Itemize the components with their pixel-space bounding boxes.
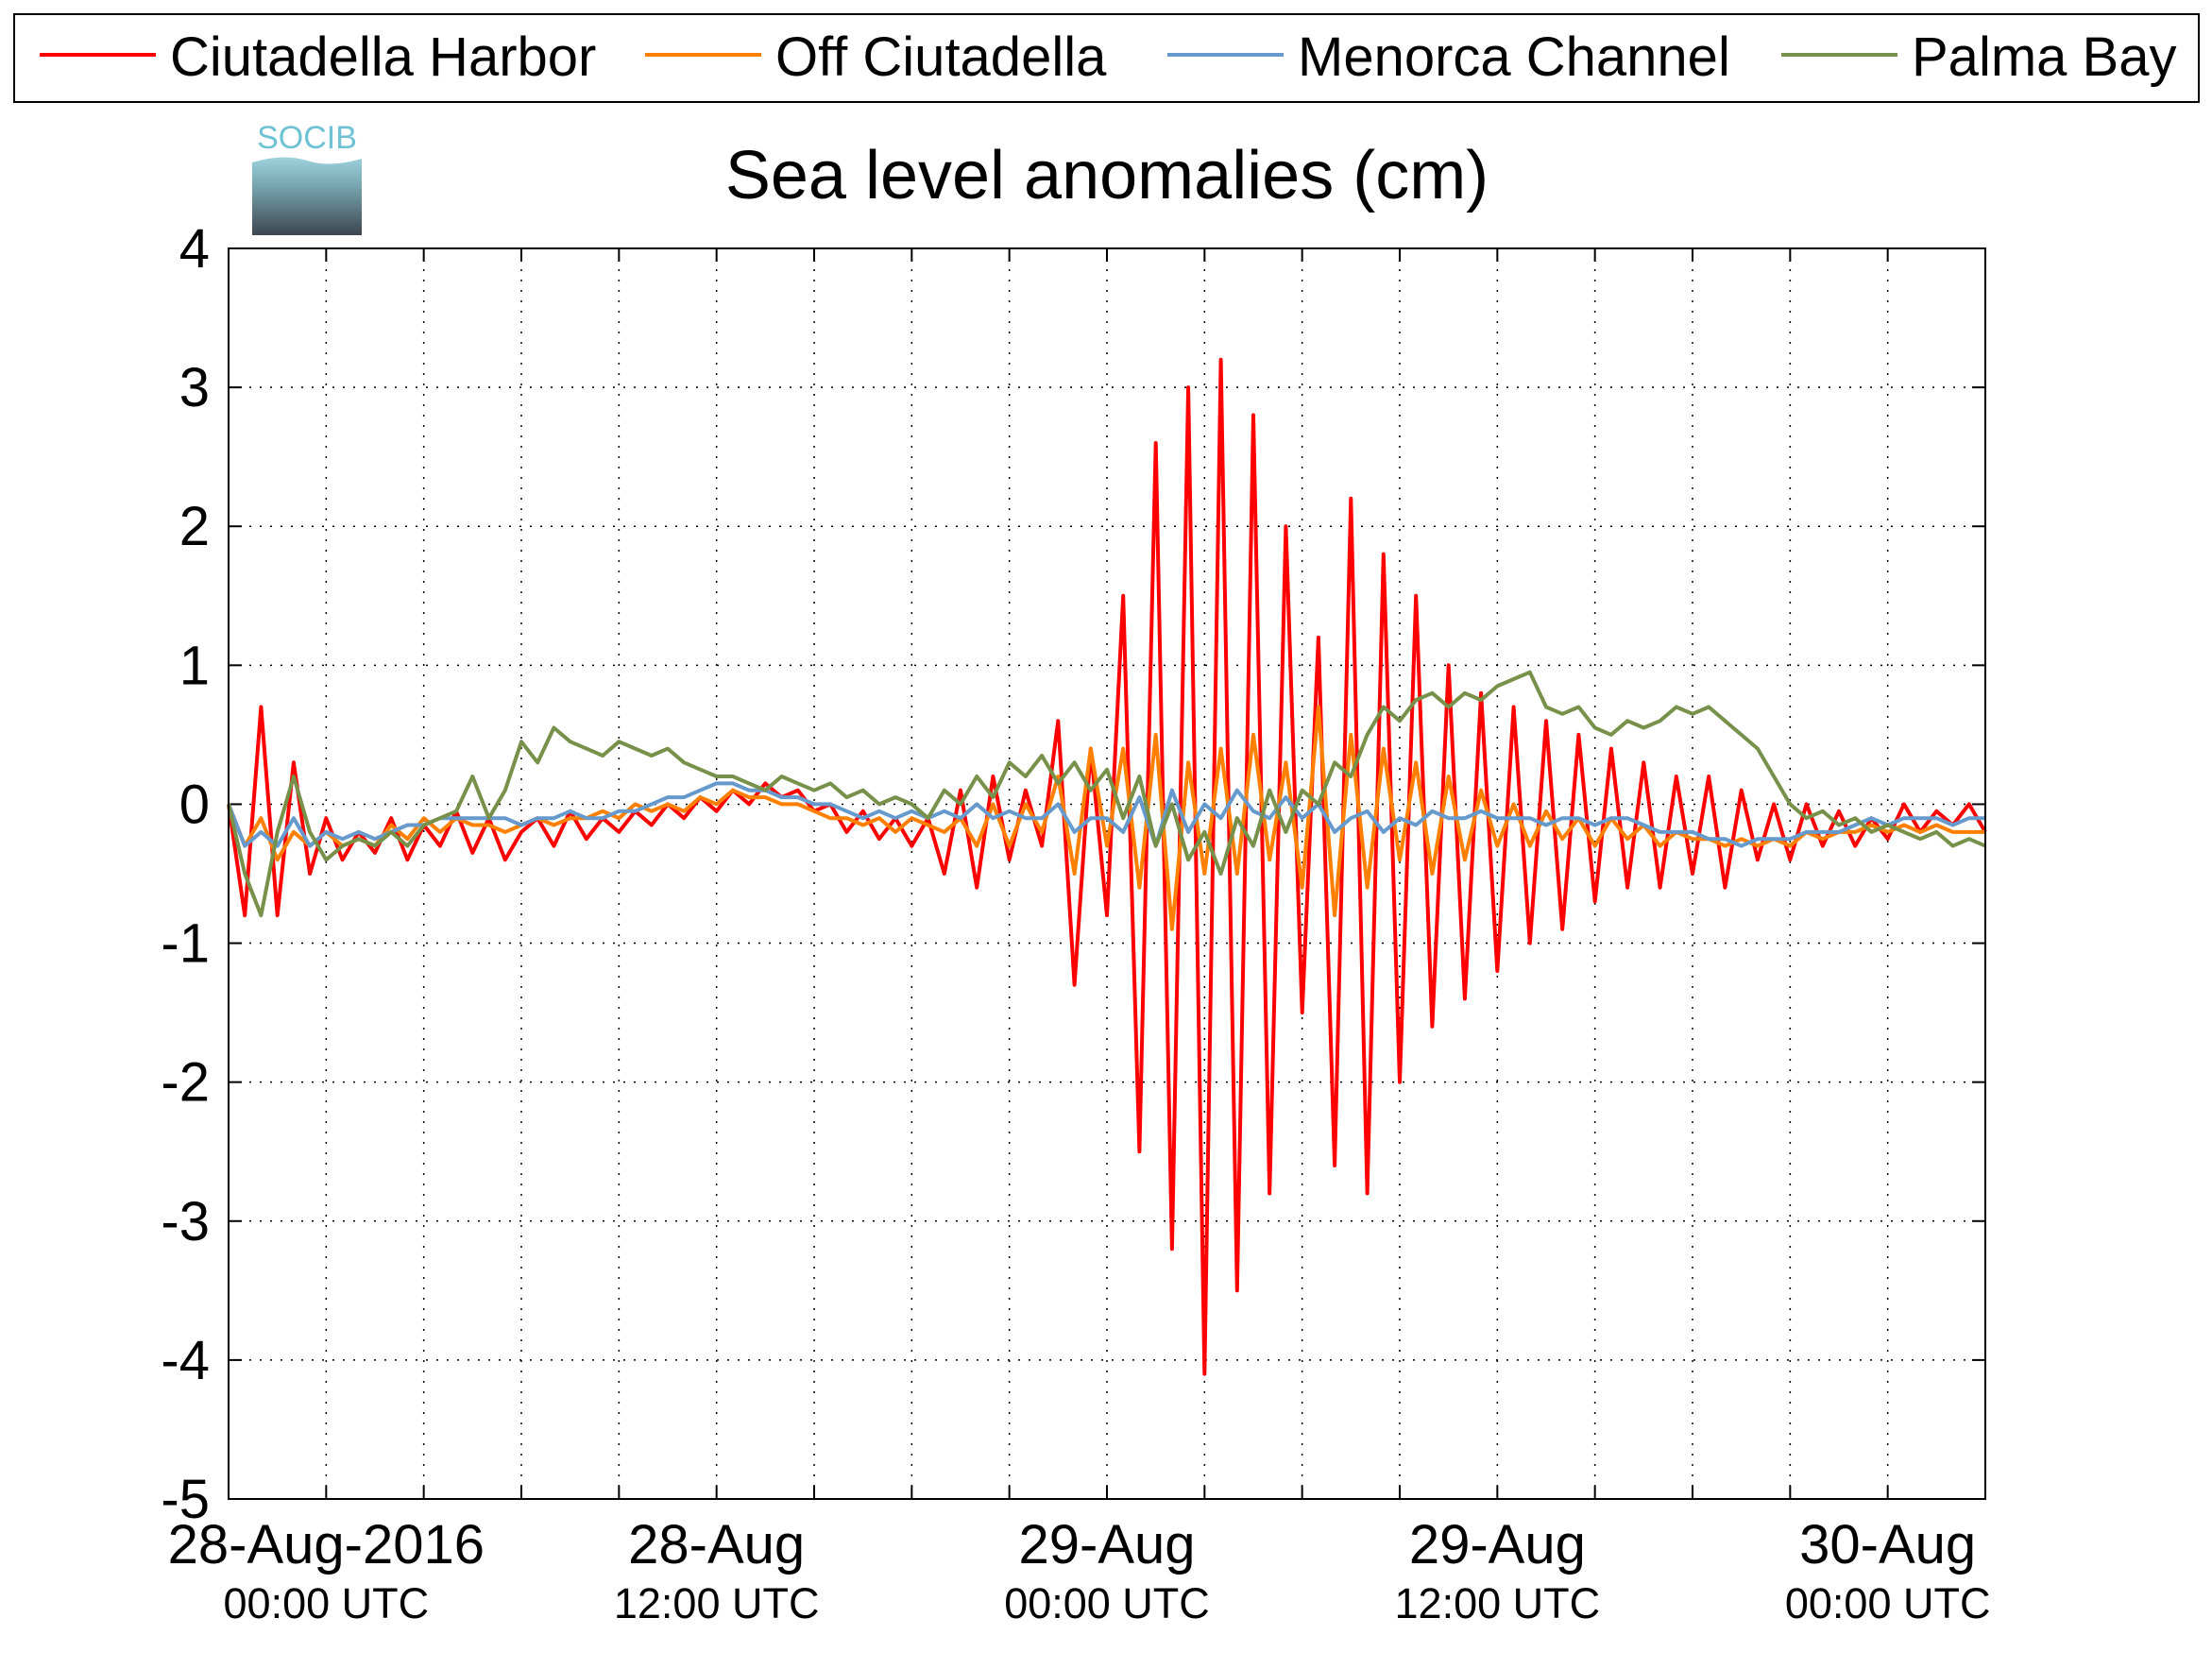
x-tick-label: 28-Aug (628, 1514, 805, 1575)
plot-frame (228, 247, 1986, 1500)
logo-image (252, 156, 362, 235)
series-line (227, 781, 1985, 848)
y-tick-label: 4 (179, 218, 210, 280)
y-tick-label: 1 (179, 635, 210, 696)
legend-label: Menorca Channel (1298, 26, 1730, 88)
legend-label: Ciutadella Harbor (170, 26, 596, 88)
y-tick-label: -3 (161, 1191, 210, 1252)
y-tick-label: -2 (161, 1052, 210, 1114)
y-tick-label: 0 (179, 774, 210, 835)
series-line (227, 357, 1987, 1376)
x-tick-label: 28-Aug-2016 (168, 1514, 485, 1575)
y-tick-label: 3 (179, 357, 210, 418)
x-tick-sublabel: 00:00 UTC (224, 1579, 430, 1627)
logo-text: SOCIB (257, 120, 357, 156)
x-tick-sublabel: 00:00 UTC (1004, 1579, 1210, 1627)
legend-box (13, 13, 2200, 103)
x-tick-label: 30-Aug (1799, 1514, 1976, 1575)
y-tick-label: 2 (179, 496, 210, 557)
legend-label: Palma Bay (1912, 26, 2176, 88)
legend-label: Off Ciutadella (775, 26, 1107, 88)
x-tick-sublabel: 00:00 UTC (1785, 1579, 1991, 1627)
y-tick-label: -4 (161, 1330, 210, 1391)
x-tick-sublabel: 12:00 UTC (614, 1579, 820, 1627)
y-tick-label: -5 (161, 1469, 210, 1530)
y-tick-label: -1 (161, 913, 210, 975)
x-tick-label: 29-Aug (1409, 1514, 1586, 1575)
x-tick-sublabel: 12:00 UTC (1395, 1579, 1601, 1627)
chart-title: Sea level anomalies (cm) (725, 138, 1489, 213)
logo-wave (252, 156, 362, 164)
series-line (227, 670, 1986, 918)
x-tick-label: 29-Aug (1018, 1514, 1195, 1575)
logo: SOCIB (252, 120, 362, 235)
